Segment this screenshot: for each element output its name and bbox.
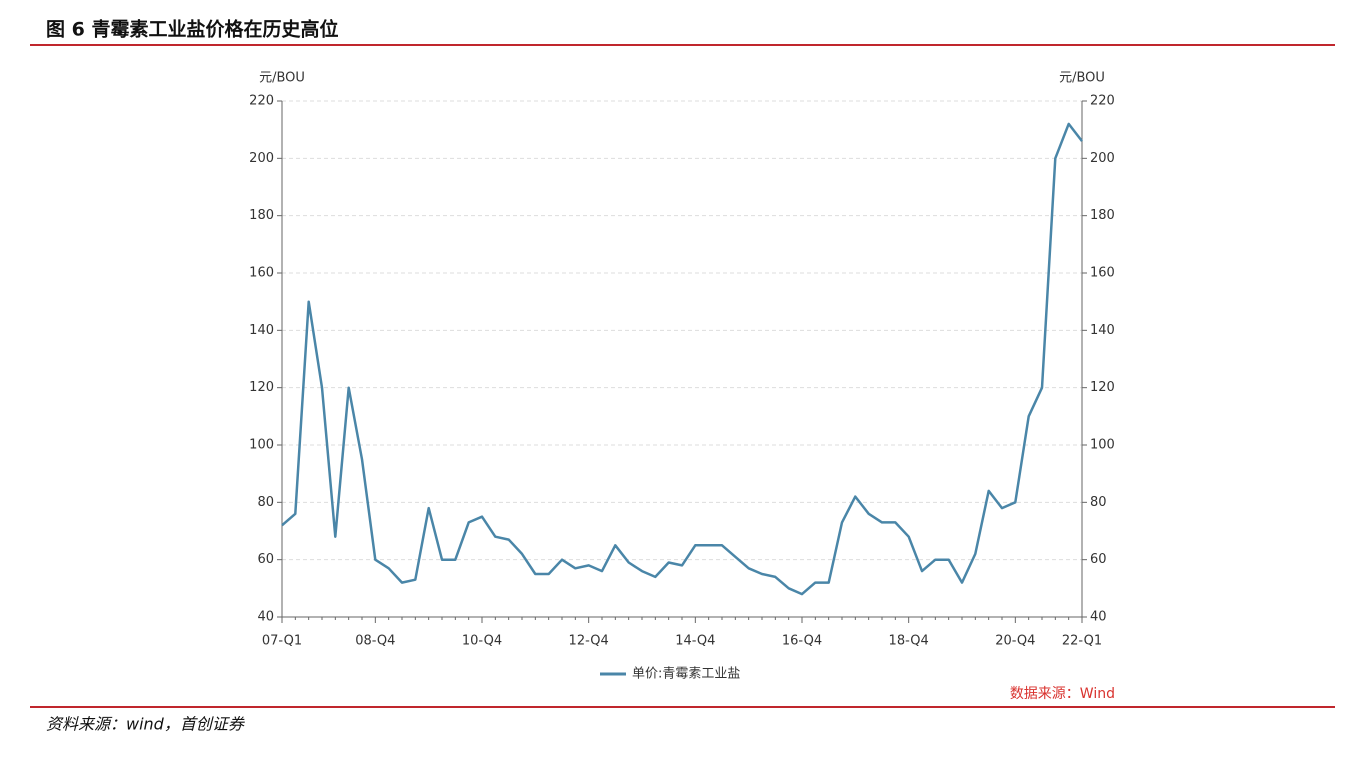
y2-tick-label: 60 [1090,552,1107,567]
series-line [281,122,1083,596]
y2-tick-label: 180 [1090,208,1115,223]
y2-tick-label: 220 [1090,94,1115,109]
y-tick-label: 80 [257,495,274,510]
x-tick-label: 14-Q4 [675,634,715,649]
y-tick-label: 220 [249,94,274,109]
y-tick-label: 160 [249,266,274,281]
footnote: 资料来源：wind，首创证券 [46,715,246,734]
y-tick-label: 60 [257,552,274,567]
y-tick-label: 100 [249,438,274,453]
x-tick-label: 22-Q1 [1062,634,1102,649]
page-title: 图 6 青霉素工业盐价格在历史高位 [46,18,338,41]
source-note: 数据来源：Wind [1010,686,1115,702]
y-tick-label: 40 [257,610,274,625]
y-tick-label: 200 [249,151,274,166]
x-tick-label: 18-Q4 [889,634,929,649]
x-tick-label: 10-Q4 [462,634,502,649]
y2-axis-label: 元/BOU [1059,71,1105,86]
x-tick-label: 20-Q4 [995,634,1035,649]
y2-tick-label: 40 [1090,610,1107,625]
y2-tick-label: 160 [1090,266,1115,281]
x-tick-label: 16-Q4 [782,634,822,649]
y-tick-label: 120 [249,380,274,395]
x-tick-label: 12-Q4 [569,634,609,649]
y2-tick-label: 140 [1090,323,1115,338]
y-axis-label: 元/BOU [259,71,305,86]
y-tick-label: 140 [249,323,274,338]
x-tick-label: 07-Q1 [262,634,302,649]
x-tick-label: 08-Q4 [355,634,395,649]
y2-tick-label: 100 [1090,438,1115,453]
y2-tick-label: 120 [1090,380,1115,395]
y-tick-label: 180 [249,208,274,223]
legend-label: 单价:青霉素工业盐 [632,667,740,682]
y2-tick-label: 200 [1090,151,1115,166]
y2-tick-label: 80 [1090,495,1107,510]
